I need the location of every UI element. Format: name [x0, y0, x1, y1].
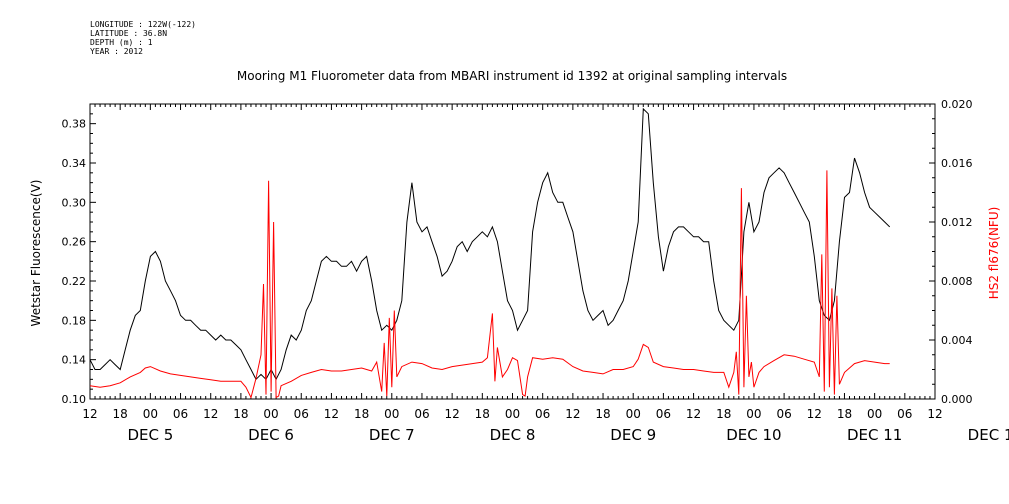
metadata-year: YEAR : 2012	[90, 47, 143, 56]
x-tick-label-day: DEC 9	[610, 426, 656, 444]
x-tick-label-hour: 12	[686, 407, 701, 421]
y-tick-label-right: 0.016	[941, 157, 973, 170]
metadata-longitude: LONGITUDE : 122W(-122)	[90, 20, 196, 29]
y-tick-label-right: 0.004	[941, 334, 973, 347]
x-tick-label-hour: 06	[173, 407, 188, 421]
x-tick-label-hour: 00	[867, 407, 882, 421]
x-tick-label-hour: 00	[143, 407, 158, 421]
y-axis-label-right: HS2 fl676(NFU)	[987, 207, 1001, 300]
plot-frame	[89, 103, 936, 400]
chart-title: Mooring M1 Fluorometer data from MBARI i…	[237, 69, 787, 83]
y-tick-label-left: 0.26	[62, 236, 87, 249]
x-tick-label-day: DEC 6	[248, 426, 294, 444]
x-tick-label-hour: 12	[927, 407, 942, 421]
x-tick-label-hour: 06	[776, 407, 791, 421]
x-tick-label-hour: 18	[113, 407, 128, 421]
x-tick-label-hour: 18	[716, 407, 731, 421]
x-tick-label-hour: 06	[656, 407, 671, 421]
x-tick-label-hour: 00	[746, 407, 761, 421]
x-tick-label-hour: 12	[82, 407, 97, 421]
y-tick-label-right: 0.020	[941, 98, 973, 111]
x-tick-label-hour: 06	[414, 407, 429, 421]
y-tick-label-left: 0.18	[62, 314, 87, 327]
x-tick-label-hour: 12	[565, 407, 580, 421]
x-tick-label-hour: 00	[384, 407, 399, 421]
y-tick-label-left: 0.34	[62, 157, 87, 170]
series-layer	[89, 107, 891, 399]
hs2-fl676-line	[89, 170, 890, 399]
x-tick-label-hour: 00	[263, 407, 278, 421]
y-axis-label-left: Wetstar Fluorescence(V)	[29, 180, 43, 327]
x-tick-label-hour: 12	[807, 407, 822, 421]
x-tick-label-hour: 12	[203, 407, 218, 421]
x-tick-label-day: DEC 7	[369, 426, 415, 444]
y-tick-label-left: 0.30	[62, 196, 87, 209]
x-tick-label-hour: 18	[475, 407, 490, 421]
x-tick-label-hour: 18	[233, 407, 248, 421]
x-tick-label-day: DEC 11	[847, 426, 902, 444]
x-tick-label-hour: 12	[445, 407, 460, 421]
y-tick-label-left: 0.10	[62, 393, 87, 406]
x-tick-label-hour: 00	[626, 407, 641, 421]
x-tick-label-hour: 18	[595, 407, 610, 421]
y-tick-label-right: 0.000	[941, 393, 973, 406]
x-tick-label-day: DEC 10	[726, 426, 781, 444]
y-tick-label-right: 0.008	[941, 275, 973, 288]
metadata-latitude: LATITUDE : 36.8N	[90, 29, 168, 38]
wetstar-fluorescence-line	[89, 107, 891, 381]
x-tick-label-hour: 00	[505, 407, 520, 421]
x-tick-label-hour: 18	[354, 407, 369, 421]
x-tick-label-hour: 18	[837, 407, 852, 421]
axis-ticks: 12 18 00 06 12 18 00 06 12 18 00 06 12 18 00 06 12 18 00 06…	[62, 98, 1009, 444]
x-tick-label-hour: 12	[324, 407, 339, 421]
plot-border	[89, 103, 936, 400]
y-tick-label-left: 0.38	[62, 118, 87, 131]
x-tick-label-hour: 06	[294, 407, 309, 421]
y-tick-label-left: 0.22	[62, 275, 87, 288]
x-tick-label-hour: 06	[897, 407, 912, 421]
x-tick-label-day: DEC 8	[490, 426, 536, 444]
x-tick-label-day: DEC 12	[968, 426, 1009, 444]
x-tick-label-day: DEC 5	[127, 426, 173, 444]
metadata-block: LONGITUDE : 122W(-122) LATITUDE : 36.8N …	[90, 20, 196, 56]
metadata-depth: DEPTH (m) : 1	[90, 38, 153, 47]
y-tick-label-right: 0.012	[941, 216, 973, 229]
y-tick-label-left: 0.14	[62, 354, 87, 367]
x-tick-label-hour: 06	[535, 407, 550, 421]
